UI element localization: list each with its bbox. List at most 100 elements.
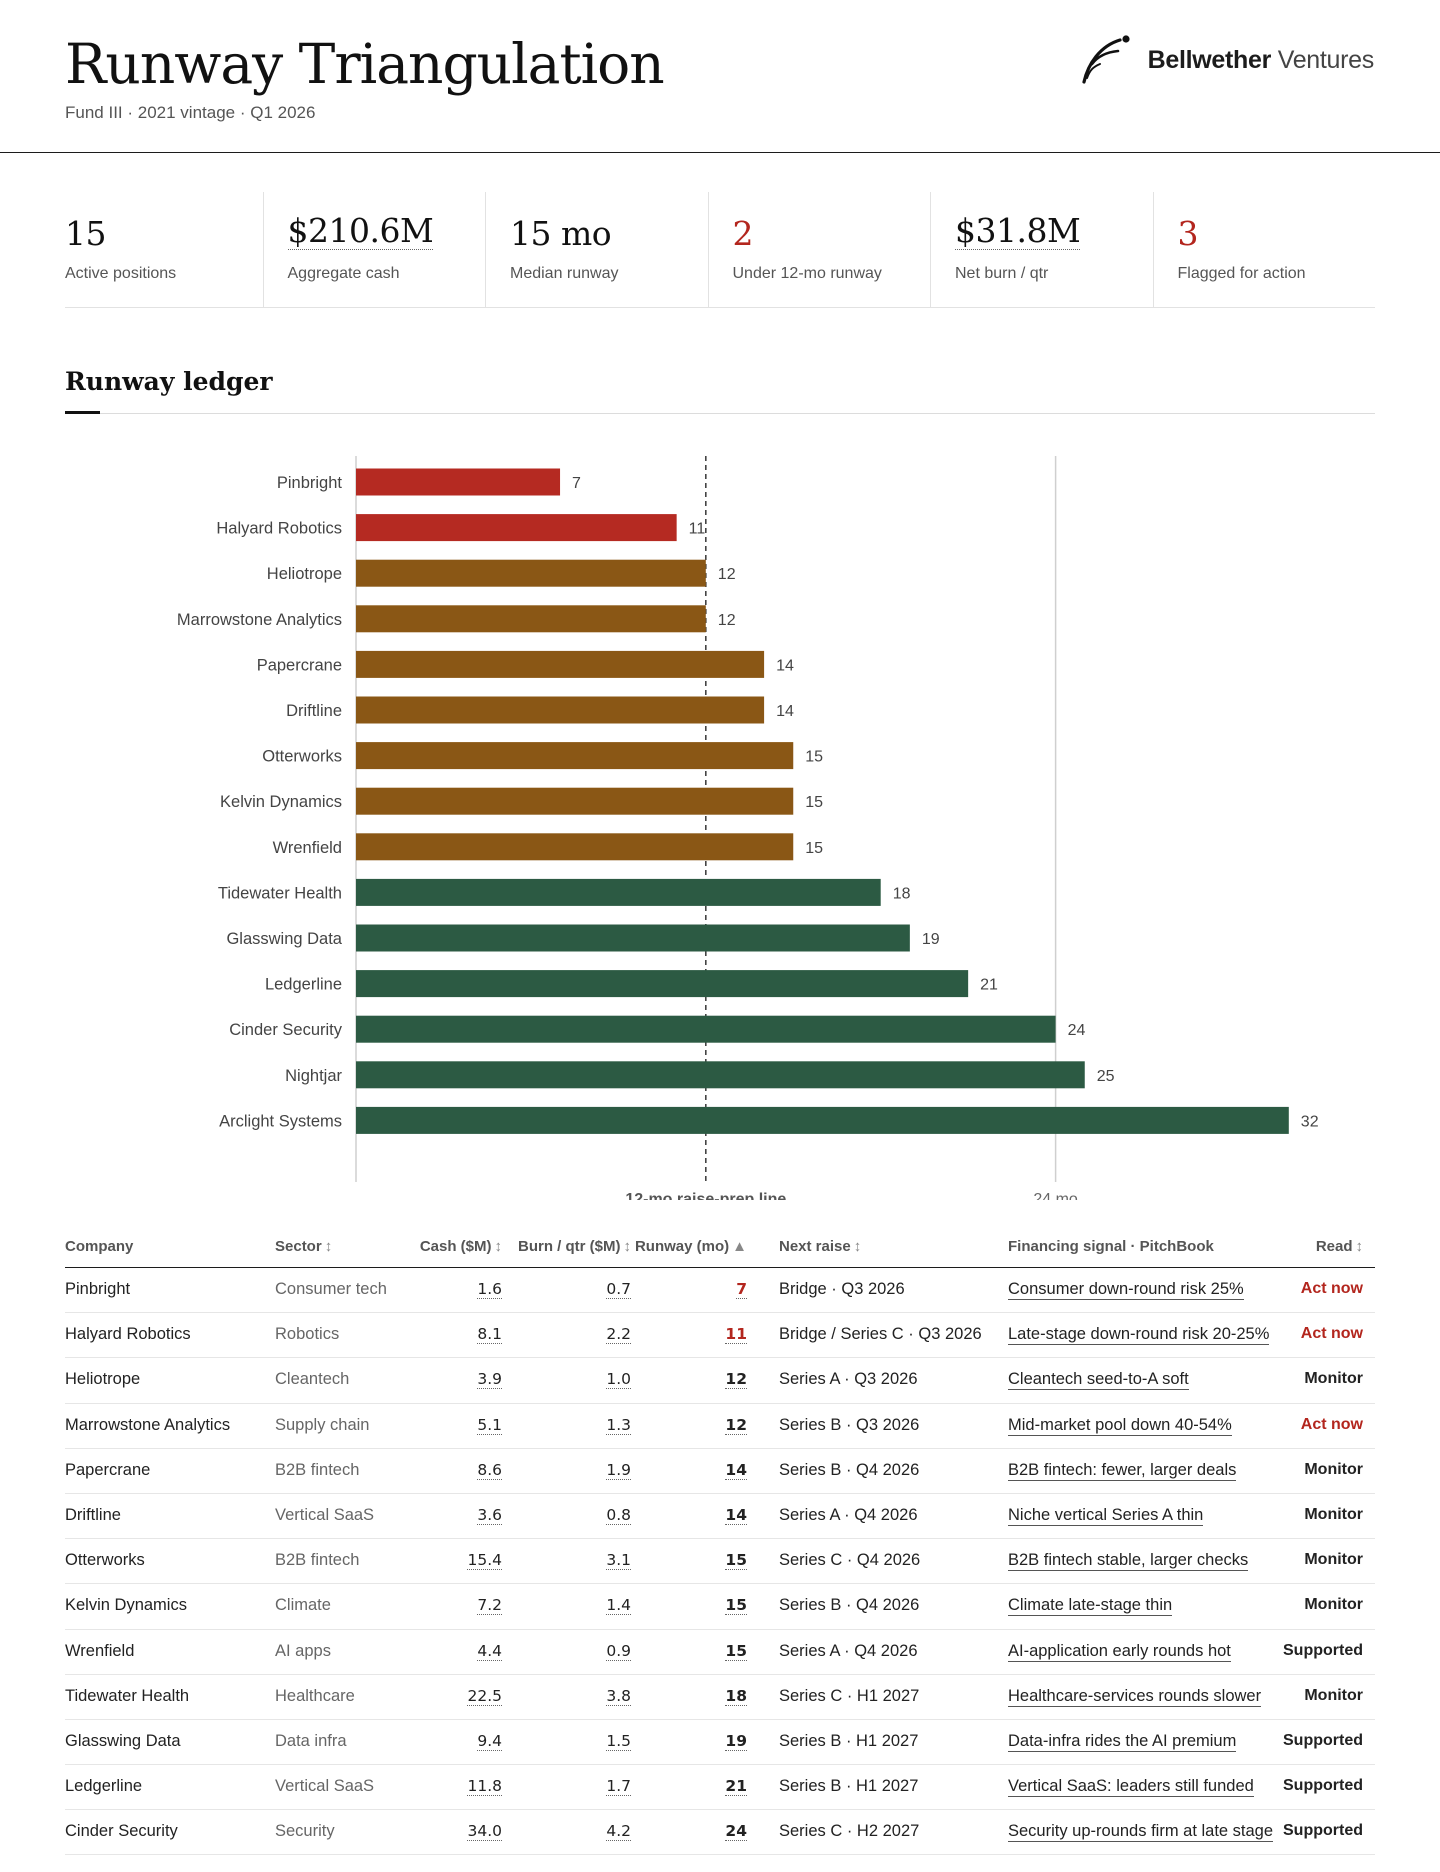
sector-cell: Robotics: [275, 1325, 340, 1344]
category-label: Arclight Systems: [219, 1112, 342, 1130]
financing-signal-link[interactable]: Consumer down-round risk 25%: [1008, 1280, 1244, 1300]
kpi-label: Flagged for action: [1177, 265, 1306, 282]
burn-cell: 1.4: [606, 1596, 631, 1616]
table-row[interactable]: Tidewater Health Healthcare 22.5 3.8 18 Serie…: [65, 1675, 1375, 1720]
financing-signal-link[interactable]: Data-infra rides the AI premium: [1008, 1731, 1237, 1752]
col-runway[interactable]: Runway (mo) ▲: [634, 1238, 747, 1255]
category-label: Glasswing Data: [226, 930, 342, 948]
bar-value-label: 14: [776, 657, 794, 674]
kpi-card: $210.6M Aggregate cash: [262, 192, 486, 307]
bar-value-label: 11: [689, 521, 706, 538]
next-raise-cell: Bridge / Series C · Q3 2026: [779, 1325, 982, 1344]
financing-signal-link[interactable]: Security up-rounds firm at late stage: [1008, 1822, 1274, 1843]
table-row[interactable]: Glasswing Data Data infra 9.4 1.5 19 Series B…: [65, 1720, 1375, 1766]
cash-cell: 1.6: [477, 1280, 502, 1299]
cash-cell: 4.4: [477, 1641, 502, 1661]
company-cell: Tidewater Health: [65, 1686, 190, 1705]
col-burn[interactable]: Burn / qtr ($M) ↕: [518, 1238, 631, 1255]
brand[interactable]: Bellwether Ventures: [1078, 34, 1374, 86]
runway-cell: 14: [725, 1505, 747, 1525]
table-row[interactable]: Papercrane B2B fintech 8.6 1.9 14 Series B · …: [65, 1449, 1375, 1494]
sector-cell: Supply chain: [275, 1415, 370, 1434]
bar-cinder-security: [356, 1015, 1056, 1043]
bar-tidewater-health: [356, 878, 881, 906]
read-badge: Monitor: [1304, 1370, 1363, 1388]
table-row[interactable]: Ledgerline Vertical SaaS 11.8 1.7 21 Series B…: [65, 1765, 1375, 1811]
sector-cell: Vertical SaaS: [275, 1777, 375, 1796]
kpi-strip: 15 Active positions $210.6M Aggregate cash 1…: [65, 192, 1375, 308]
read-badge: Supported: [1283, 1641, 1363, 1659]
financing-signal-link[interactable]: Niche vertical Series A thin: [1008, 1505, 1204, 1526]
kpi-label: Active positions: [65, 265, 177, 282]
reference-label-12: 12-mo raise-prep line: [625, 1191, 786, 1200]
financing-signal-link[interactable]: Vertical SaaS: leaders still funded: [1008, 1777, 1254, 1798]
company-cell: Otterworks: [65, 1551, 145, 1570]
runway-cell: 11: [725, 1325, 747, 1345]
bar-value-label: 25: [1097, 1068, 1115, 1085]
burn-cell: 1.3: [606, 1415, 631, 1435]
col-cash[interactable]: Cash ($M) ↕: [419, 1238, 502, 1255]
financing-signal-link[interactable]: Mid-market pool down 40-54%: [1008, 1415, 1232, 1436]
table-row[interactable]: Cinder Security Security 34.0 4.2 24 Series C…: [65, 1810, 1375, 1856]
burn-cell: 3.1: [606, 1551, 631, 1571]
table-row[interactable]: Driftline Vertical SaaS 3.6 0.8 14 Series A ·…: [65, 1494, 1375, 1540]
kpi-value[interactable]: $31.8M: [955, 211, 1081, 250]
burn-cell: 2.2: [606, 1325, 631, 1345]
col-company[interactable]: Company: [65, 1238, 134, 1255]
read-badge: Act now: [1300, 1325, 1363, 1343]
col-sector[interactable]: Sector ↕: [275, 1238, 333, 1255]
reference-label-24: 24 mo: [1033, 1191, 1078, 1200]
burn-cell: 1.9: [606, 1460, 631, 1480]
kpi-value[interactable]: $210.6M: [287, 211, 434, 250]
category-label: Papercrane: [257, 656, 342, 674]
company-cell: Wrenfield: [65, 1641, 135, 1660]
table-row[interactable]: Otterworks B2B fintech 15.4 3.1 15 Series C ·…: [65, 1539, 1375, 1585]
financing-signal-link[interactable]: Late-stage down-round risk 20-25%: [1008, 1325, 1270, 1346]
read-badge: Act now: [1300, 1280, 1363, 1297]
burn-cell: 1.0: [606, 1370, 631, 1390]
category-label: Otterworks: [262, 748, 342, 766]
category-label: Marrowstone Analytics: [177, 611, 342, 629]
category-label: Tidewater Health: [218, 884, 342, 902]
financing-signal-link[interactable]: Healthcare-services rounds slower: [1008, 1686, 1262, 1707]
burn-cell: 0.8: [606, 1505, 631, 1525]
category-label: Kelvin Dynamics: [220, 793, 342, 811]
financing-signal-link[interactable]: B2B fintech stable, larger checks: [1008, 1551, 1249, 1572]
table-row[interactable]: Heliotrope Cleantech 3.9 1.0 12 Series A · Q3…: [65, 1358, 1375, 1404]
read-badge: Monitor: [1304, 1460, 1363, 1478]
runway-cell: 12: [725, 1370, 747, 1390]
company-cell: Kelvin Dynamics: [65, 1596, 187, 1615]
bar-value-label: 15: [805, 794, 823, 811]
financing-signal-link[interactable]: Cleantech seed-to-A soft: [1008, 1370, 1189, 1391]
col-next-raise[interactable]: Next raise ↕: [779, 1238, 862, 1255]
table-row[interactable]: Halyard Robotics Robotics 8.1 2.2 11 Bridge /…: [65, 1313, 1375, 1359]
financing-signal-link[interactable]: B2B fintech: fewer, larger deals: [1008, 1460, 1237, 1481]
next-raise-cell: Series C · Q4 2026: [779, 1551, 921, 1570]
kpi-card: $31.8M Net burn / qtr: [930, 192, 1153, 307]
bar-halyard-robotics: [356, 514, 677, 542]
bar-value-label: 24: [1068, 1022, 1086, 1039]
financing-signal-link[interactable]: AI-application early rounds hot: [1008, 1641, 1231, 1662]
runway-cell: 15: [725, 1551, 747, 1571]
read-badge: Act now: [1300, 1415, 1363, 1433]
cash-cell: 7.2: [477, 1596, 502, 1616]
read-badge: Monitor: [1304, 1505, 1363, 1523]
read-badge: Supported: [1283, 1731, 1363, 1749]
next-raise-cell: Series B · H1 2027: [779, 1731, 919, 1750]
table-row[interactable]: Wrenfield AI apps 4.4 0.9 15 Series A · Q4 20…: [65, 1630, 1375, 1675]
table-row[interactable]: Marrowstone Analytics Supply chain 5.1 1.3 1…: [65, 1404, 1375, 1449]
kpi-value: 15: [65, 214, 107, 253]
company-cell: Pinbright: [65, 1280, 131, 1298]
kpi-card: 3 Flagged for action: [1152, 192, 1376, 307]
category-label: Nightjar: [285, 1067, 342, 1085]
section-divider: [65, 413, 1375, 414]
kpi-value: 3: [1177, 214, 1199, 253]
table-row[interactable]: Pinbright Consumer tech 1.6 0.7 7 Bridge · Q3…: [65, 1268, 1375, 1314]
col-read[interactable]: Read ↕: [1315, 1238, 1363, 1255]
financing-signal-link[interactable]: Climate late-stage thin: [1008, 1596, 1173, 1617]
sector-cell: B2B fintech: [275, 1551, 360, 1570]
kpi-card: 15 mo Median runway: [485, 192, 708, 307]
company-cell: Marrowstone Analytics: [65, 1415, 231, 1434]
burn-cell: 4.2: [606, 1822, 631, 1842]
table-row[interactable]: Kelvin Dynamics Climate 7.2 1.4 15 Series B ·…: [65, 1584, 1375, 1630]
